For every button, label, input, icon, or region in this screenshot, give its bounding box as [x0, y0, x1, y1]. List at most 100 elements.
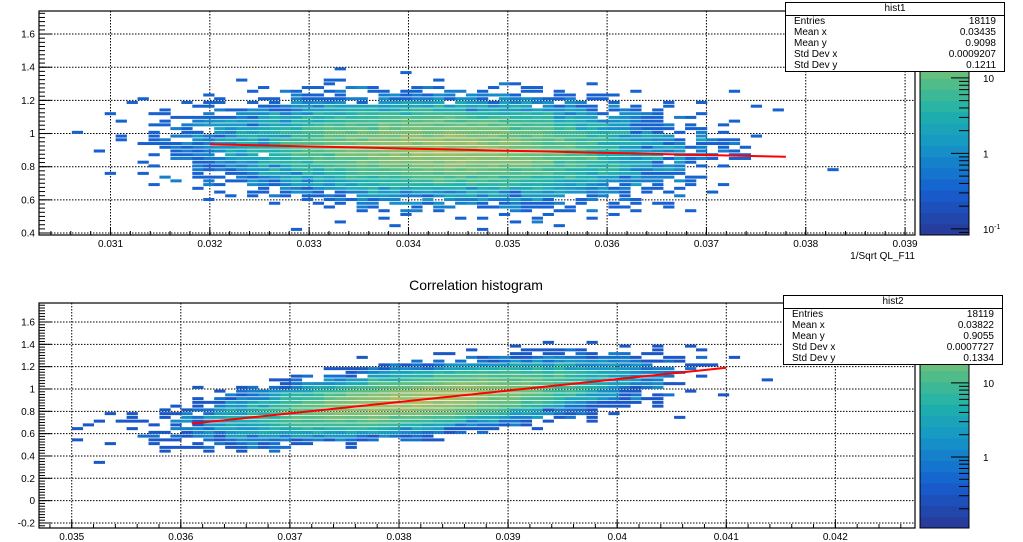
histogram-bin: [531, 400, 543, 404]
histogram-bin: [389, 160, 401, 164]
histogram-bin: [411, 382, 423, 386]
histogram-bin: [356, 134, 368, 138]
histogram-bin: [334, 119, 346, 123]
histogram-bin: [597, 119, 609, 123]
histogram-bin: [553, 194, 565, 198]
histogram-bin: [334, 183, 346, 187]
histogram-bin: [455, 142, 467, 146]
histogram-bin: [400, 393, 412, 397]
histogram-bin: [203, 438, 215, 442]
histogram-bin: [214, 97, 226, 101]
histogram-bin: [334, 374, 346, 378]
histogram-bin: [685, 160, 697, 164]
histogram-bin: [225, 430, 237, 434]
histogram-bin: [487, 419, 500, 423]
histogram-bin: [487, 186, 500, 190]
histogram-bin: [334, 142, 346, 146]
histogram-bin: [225, 393, 237, 397]
histogram-bin: [696, 374, 708, 378]
histogram-bin: [553, 352, 565, 356]
histogram-bin: [378, 382, 390, 386]
histogram-bin: [236, 123, 248, 127]
histogram-bin: [487, 382, 500, 386]
color-bar-band: [920, 179, 969, 191]
histogram-bin: [389, 145, 401, 149]
histogram-bin: [498, 194, 511, 198]
histogram-bin: [444, 404, 456, 408]
histogram-bin: [214, 190, 226, 194]
histogram-bin: [345, 367, 357, 371]
histogram-bin: [247, 400, 259, 404]
histogram-bin: [258, 142, 270, 146]
histogram-bin: [323, 382, 335, 386]
histogram-bin: [411, 149, 423, 153]
histogram-bin: [498, 397, 511, 401]
histogram-bin: [301, 415, 314, 419]
histogram-bin: [214, 423, 226, 427]
histogram-bin: [258, 442, 270, 446]
histogram-bin: [520, 179, 533, 183]
histogram-bin: [312, 93, 324, 97]
histogram-bin: [400, 71, 412, 75]
histogram-bin: [498, 108, 511, 112]
histogram-bin: [685, 367, 697, 371]
histogram-bin: [279, 108, 292, 112]
histogram-bin: [509, 198, 522, 202]
histogram-bin: [619, 374, 631, 378]
histogram-bin: [542, 97, 554, 101]
histogram-bin: [608, 205, 620, 209]
histogram-bin: [498, 156, 511, 160]
histogram-bin: [575, 412, 587, 416]
histogram-bin: [487, 104, 500, 108]
histogram-bin: [334, 127, 346, 131]
histogram-bin: [247, 412, 259, 416]
histogram-bin: [663, 164, 675, 168]
histogram-bin: [334, 186, 346, 190]
histogram-bin: [422, 130, 434, 134]
histogram-bin: [630, 363, 642, 367]
histogram-bin: [214, 115, 226, 119]
histogram-bin: [312, 119, 324, 123]
histogram-bin: [477, 160, 489, 164]
histogram-bin: [630, 382, 642, 386]
histogram-bin: [564, 179, 576, 183]
histogram-bin: [542, 142, 554, 146]
histogram-bin: [498, 130, 511, 134]
histogram-bin: [367, 123, 379, 127]
y-tick-label: 1.2: [21, 96, 35, 107]
histogram-bin: [466, 194, 478, 198]
histogram-bin: [400, 149, 412, 153]
histogram-bin: [608, 123, 620, 127]
histogram-bin: [663, 393, 675, 397]
histogram-bin: [520, 168, 533, 172]
histogram-bin: [290, 179, 303, 183]
histogram-bin: [247, 112, 259, 116]
histogram-bin: [356, 130, 368, 134]
histogram-bin: [290, 183, 303, 187]
histogram-bin: [389, 430, 401, 434]
histogram-bin: [258, 412, 270, 416]
histogram-bin: [323, 179, 335, 183]
histogram-bin: [258, 104, 270, 108]
histogram-bin: [663, 374, 675, 378]
histogram-bin: [170, 423, 182, 427]
histogram-bin: [564, 149, 576, 153]
histogram-bin: [225, 115, 237, 119]
histogram-bin: [367, 205, 379, 209]
color-bar-label-exponent: -1: [994, 224, 1000, 231]
histogram-bin: [520, 370, 533, 374]
histogram-bin: [477, 367, 489, 371]
histogram-bin: [531, 138, 543, 142]
histogram-bin: [170, 134, 182, 138]
histogram-bin: [685, 209, 697, 213]
histogram-bin: [192, 134, 204, 138]
stats-row: Std Dev x 0.0009207: [786, 49, 1004, 60]
histogram-bin: [422, 179, 434, 183]
histogram-bin: [345, 168, 357, 172]
histogram-bin: [509, 385, 522, 389]
histogram-bin: [498, 168, 511, 172]
histogram-bin: [466, 367, 478, 371]
histogram-bin: [378, 427, 390, 431]
